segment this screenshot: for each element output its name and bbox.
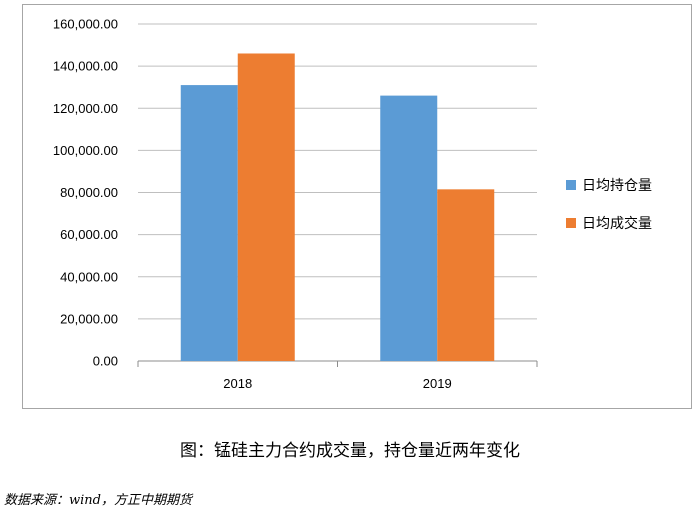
chart-frame <box>22 4 692 409</box>
y-tick-label: 100,000.00 <box>53 143 118 158</box>
bar-chart: 0.00 20,000.00 40,000.00 60,000.00 80,000.00… <box>53 17 652 392</box>
x-tick-label: 2019 <box>423 376 452 391</box>
legend-label: 日均成交量 <box>582 215 652 232</box>
legend-swatch <box>566 218 576 228</box>
y-tick-label: 120,000.00 <box>53 101 118 116</box>
legend-label: 日均持仓量 <box>582 178 652 194</box>
y-tick-label: 140,000.00 <box>53 59 118 74</box>
x-tick-label: 2018 <box>223 376 252 391</box>
y-tick-label: 40,000.00 <box>60 269 118 284</box>
bar-2018-2 <box>237 53 295 362</box>
y-tick-label: 160,000.00 <box>53 17 118 32</box>
y-tick-label: 60,000.00 <box>60 227 118 242</box>
y-tick-label: 0.00 <box>93 354 118 369</box>
bar-2019-2 <box>437 189 495 361</box>
figure-caption: 图：锰硅主力合约成交量，持仓量近两年变化 <box>180 441 520 461</box>
legend-swatch <box>566 180 576 190</box>
data-source-note: 数据来源：wind，方正中期期货 <box>4 493 192 508</box>
bar-2019-1 <box>380 95 438 362</box>
bar-2018-1 <box>180 85 238 362</box>
y-tick-label: 20,000.00 <box>60 311 118 326</box>
y-tick-label: 80,000.00 <box>60 185 118 200</box>
